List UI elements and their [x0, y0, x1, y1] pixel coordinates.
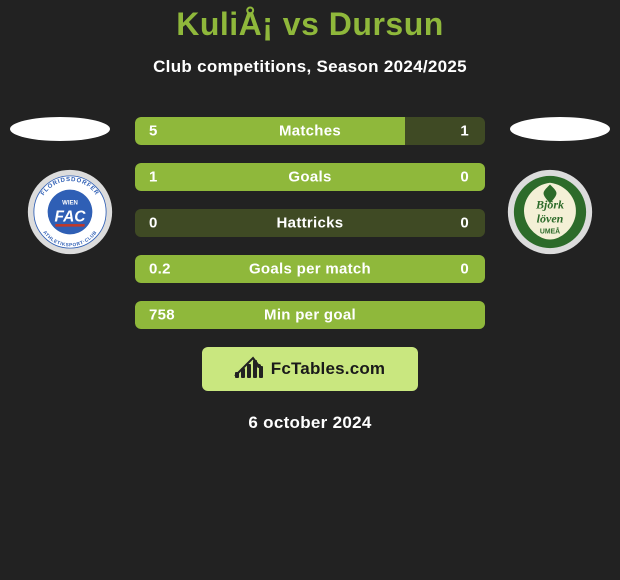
svg-text:UMEÅ: UMEÅ [540, 227, 560, 236]
stat-bar-goals-per-match: 0.2 Goals per match 0 [135, 255, 485, 283]
right-club-badge: Björk löven UMEÅ [507, 169, 593, 255]
stat-bar-min-per-goal: 758 Min per goal [135, 301, 485, 329]
fctables-label: FcTables.com [271, 359, 386, 379]
stat-label: Matches [135, 123, 485, 140]
fctables-badge[interactable]: FcTables.com [202, 347, 418, 391]
svg-text:WIEN: WIEN [62, 200, 78, 206]
svg-text:löven: löven [537, 211, 564, 225]
stat-bar-hattricks: 0 Hattricks 0 [135, 209, 485, 237]
stat-bars: 5 Matches 1 1 Goals 0 0 Hattricks 0 0.2 … [135, 117, 485, 329]
stat-label: Goals [135, 169, 485, 186]
fac-badge-icon: FLORIDSDORFER ATHLETIKSPORT·CLUB WIEN FA… [27, 169, 113, 255]
stat-label: Min per goal [135, 307, 485, 324]
stat-right-value: 1 [460, 123, 469, 140]
stat-right-value: 0 [460, 215, 469, 232]
comparison-content: FLORIDSDORFER ATHLETIKSPORT·CLUB WIEN FA… [0, 117, 620, 433]
subtitle: Club competitions, Season 2024/2025 [0, 57, 620, 77]
stat-right-value: 0 [460, 261, 469, 278]
stat-label: Hattricks [135, 215, 485, 232]
date-label: 6 october 2024 [0, 413, 620, 433]
stat-bar-goals: 1 Goals 0 [135, 163, 485, 191]
stat-label: Goals per match [135, 261, 485, 278]
stat-right-value: 0 [460, 169, 469, 186]
left-club-badge: FLORIDSDORFER ATHLETIKSPORT·CLUB WIEN FA… [27, 169, 113, 255]
left-player-ellipse [10, 117, 110, 141]
stat-bar-matches: 5 Matches 1 [135, 117, 485, 145]
right-player-ellipse [510, 117, 610, 141]
fctables-chart-icon [235, 358, 265, 380]
page-title: KuliÅ¡ vs Dursun [0, 0, 620, 43]
bjorkloven-badge-icon: Björk löven UMEÅ [507, 169, 593, 255]
svg-text:Björk: Björk [535, 198, 564, 212]
svg-text:FAC: FAC [55, 208, 87, 225]
